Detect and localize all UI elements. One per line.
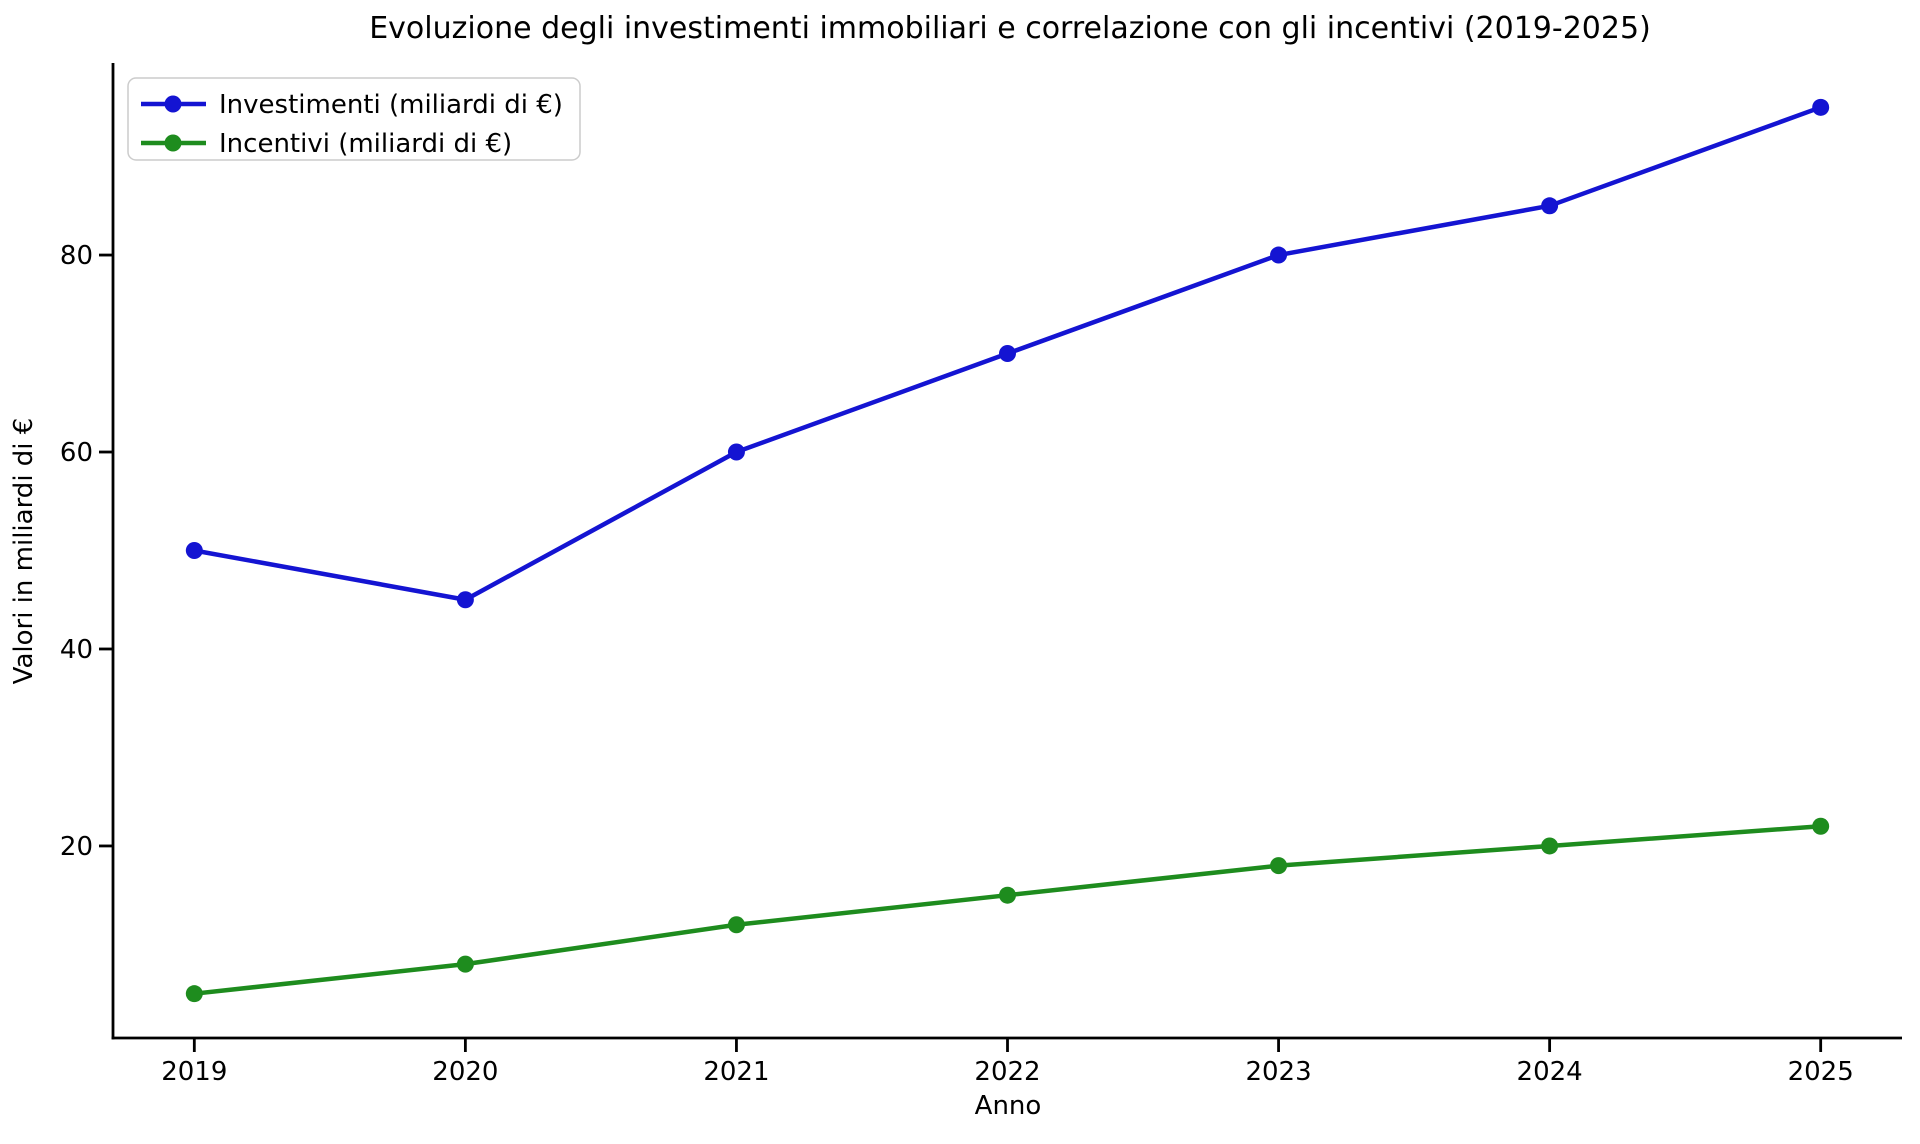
x-tick-label: 2021 [703, 1057, 769, 1087]
x-tick-label: 2019 [161, 1057, 227, 1087]
x-tick-label: 2023 [1245, 1057, 1311, 1087]
data-point-marker [999, 886, 1016, 904]
data-point-marker [1541, 197, 1559, 215]
data-point-marker [185, 985, 203, 1003]
axes-layer: 20 40 60 80 2019 2020 2021 2022 2023 2024 2025 [60, 63, 1902, 1087]
x-tick-label: 2024 [1517, 1057, 1583, 1087]
data-point-marker [1270, 857, 1288, 875]
y-tick-label: 20 [60, 832, 93, 862]
y-axis-label: Valori in miliardi di € [9, 418, 39, 685]
data-point-marker [727, 443, 745, 461]
x-tick-label: 2020 [432, 1057, 498, 1087]
y-tick-label: 80 [60, 241, 93, 271]
legend: Investimenti (miliardi di €) Incentivi (… [127, 77, 581, 161]
data-point-marker [1812, 98, 1830, 116]
data-point-marker [999, 345, 1016, 363]
data-point-marker [456, 591, 474, 609]
x-tick-label: 2025 [1788, 1057, 1854, 1087]
legend-label-investimenti: Investimenti (miliardi di €) [219, 90, 563, 120]
x-axis-label: Anno [975, 1091, 1042, 1121]
legend-marker-icon-investimenti [164, 95, 182, 113]
legend-item-incentivi: Incentivi (miliardi di €) [141, 129, 512, 159]
data-point-marker [1541, 837, 1559, 855]
series-layer [185, 98, 1830, 1003]
legend-box [127, 77, 581, 161]
data-point-marker [1812, 817, 1830, 835]
legend-item-investimenti: Investimenti (miliardi di €) [141, 90, 563, 120]
data-point-marker [456, 955, 474, 973]
y-tick-label: 40 [60, 635, 93, 665]
x-tick-label: 2022 [974, 1057, 1040, 1087]
data-point-marker [1270, 246, 1288, 264]
legend-marker-icon-incentivi [164, 134, 182, 152]
data-point-marker [727, 916, 745, 934]
legend-label-incentivi: Incentivi (miliardi di €) [219, 129, 512, 159]
chart-title: Evoluzione degli investimenti immobiliar… [369, 11, 1651, 46]
series-line-1 [192, 824, 1823, 996]
data-point-marker [185, 542, 203, 559]
y-tick-label: 60 [60, 438, 93, 468]
